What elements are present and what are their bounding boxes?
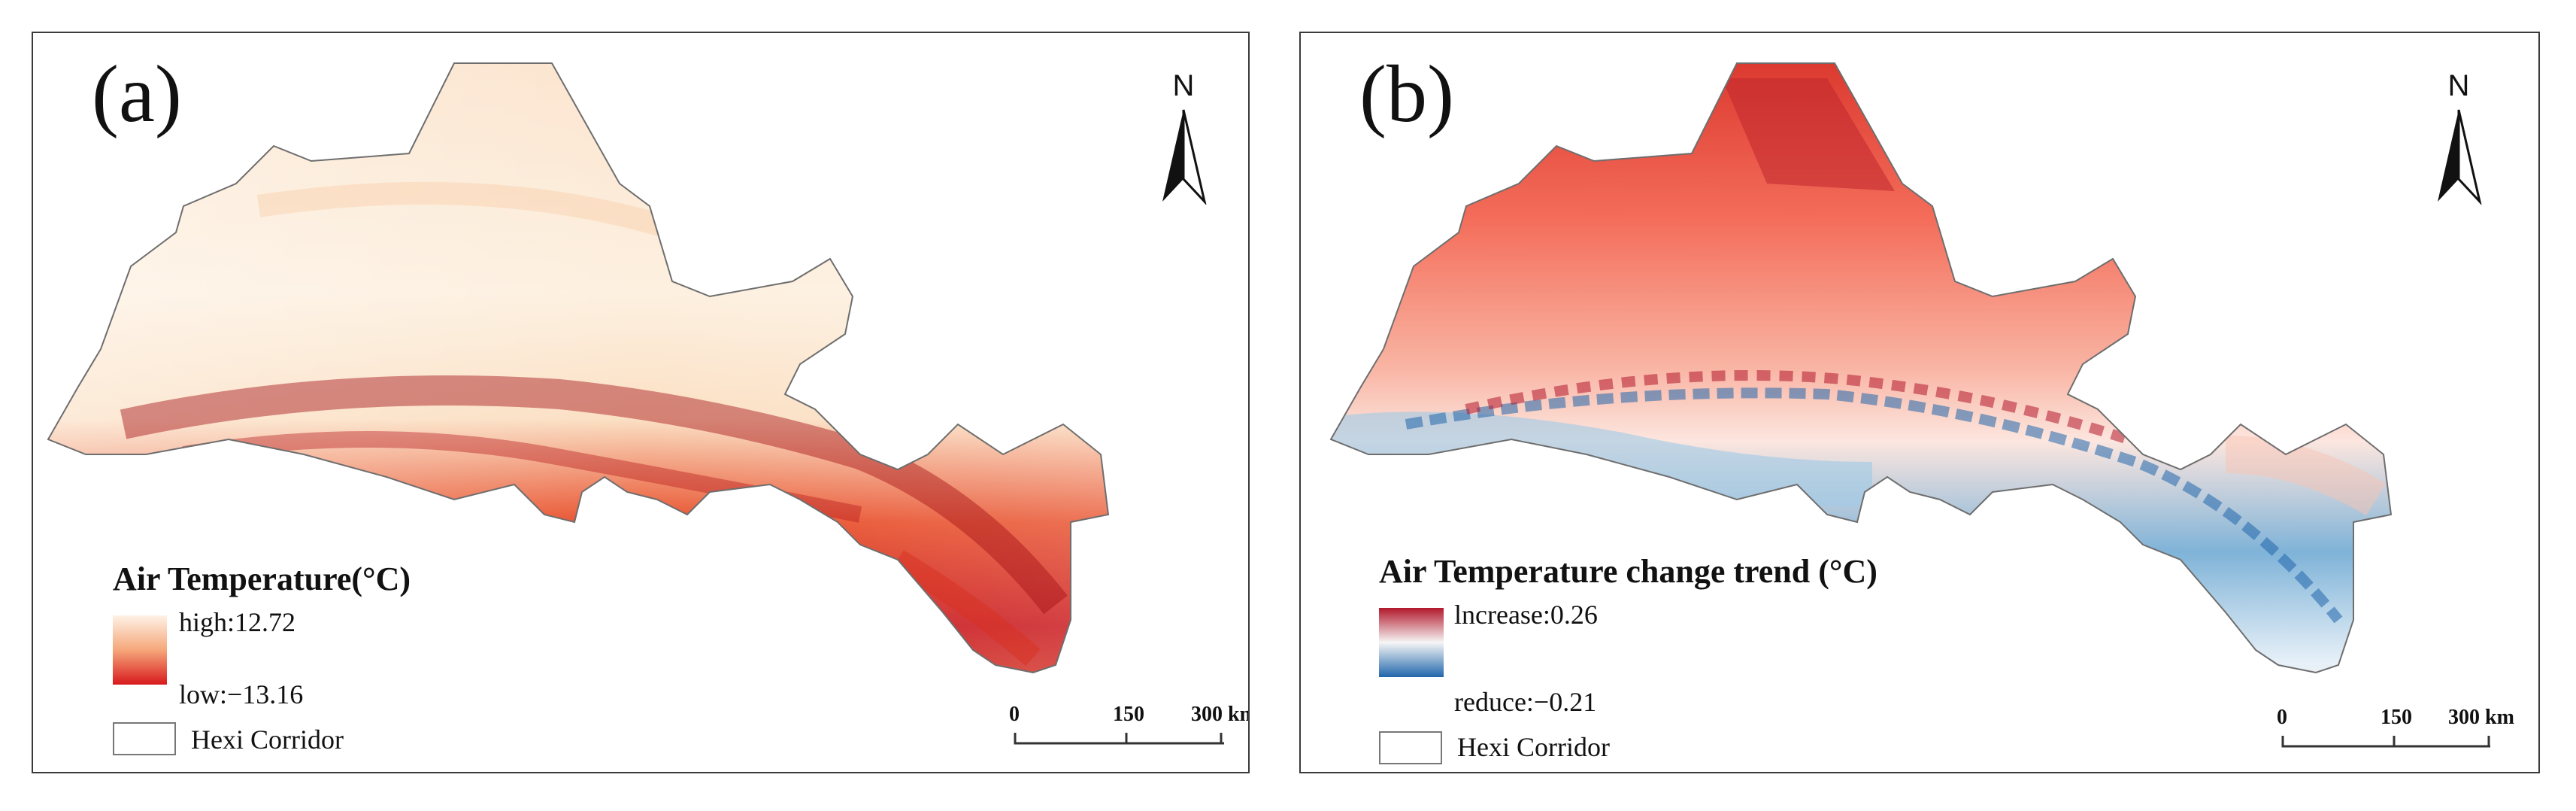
boundary-label: Hexi Corridor (1457, 732, 1610, 762)
scale-tick: 300 km (2448, 706, 2514, 729)
north-arrow-icon (1162, 109, 1207, 205)
scale-tick: 300 km (1191, 703, 1248, 726)
map-panel-b: (b) N Air Temperature change trend (°C) … (1299, 32, 2540, 773)
legend-title: Air Temperature(°C) (113, 560, 411, 597)
north-letter: N (2447, 69, 2470, 102)
north-arrow-b: N (2429, 71, 2489, 205)
boundary-label: Hexi Corridor (191, 724, 344, 755)
legend-high-label: lncrease:0.26 (1454, 600, 1598, 630)
panel-label-b: (b) (1359, 50, 1454, 139)
north-letter: N (1172, 69, 1195, 102)
scale-tick: 150 (1113, 703, 1144, 726)
color-ramp (1379, 608, 1444, 677)
scale-line (1014, 733, 1224, 745)
legend-low-label: low:−13.16 (179, 679, 304, 709)
scale-tick: 150 (2381, 706, 2412, 729)
legend-title: Air Temperature change trend (°C) (1379, 553, 1877, 590)
scale-bar-a: 0 150 300 km (983, 703, 1248, 763)
legend-high-label: high:12.72 (179, 607, 296, 637)
scale-bar-b: 0 150 300 km (2251, 706, 2514, 766)
boundary-swatch (1379, 731, 1442, 764)
legend-b: Air Temperature change trend (°C) lncrea… (1379, 552, 1877, 764)
north-arrow-icon (2438, 109, 2482, 205)
legend-low-label: reduce:−0.21 (1454, 687, 1597, 717)
color-ramp (113, 615, 167, 685)
temperature-map-a (47, 62, 1109, 673)
legend-a: Air Temperature(°C) high:12.72 low:−13.1… (113, 560, 411, 755)
panel-label-a: (a) (92, 50, 182, 139)
scale-tick: 0 (1009, 703, 1020, 726)
boundary-swatch (113, 722, 176, 755)
north-arrow-a: N (1153, 71, 1214, 205)
scale-line (2281, 736, 2490, 748)
trend-map-b (1330, 62, 2392, 673)
scale-tick: 0 (2277, 706, 2287, 729)
map-panel-a: (a) N Air Temperature(°C) high:12.72 low… (32, 32, 1250, 773)
